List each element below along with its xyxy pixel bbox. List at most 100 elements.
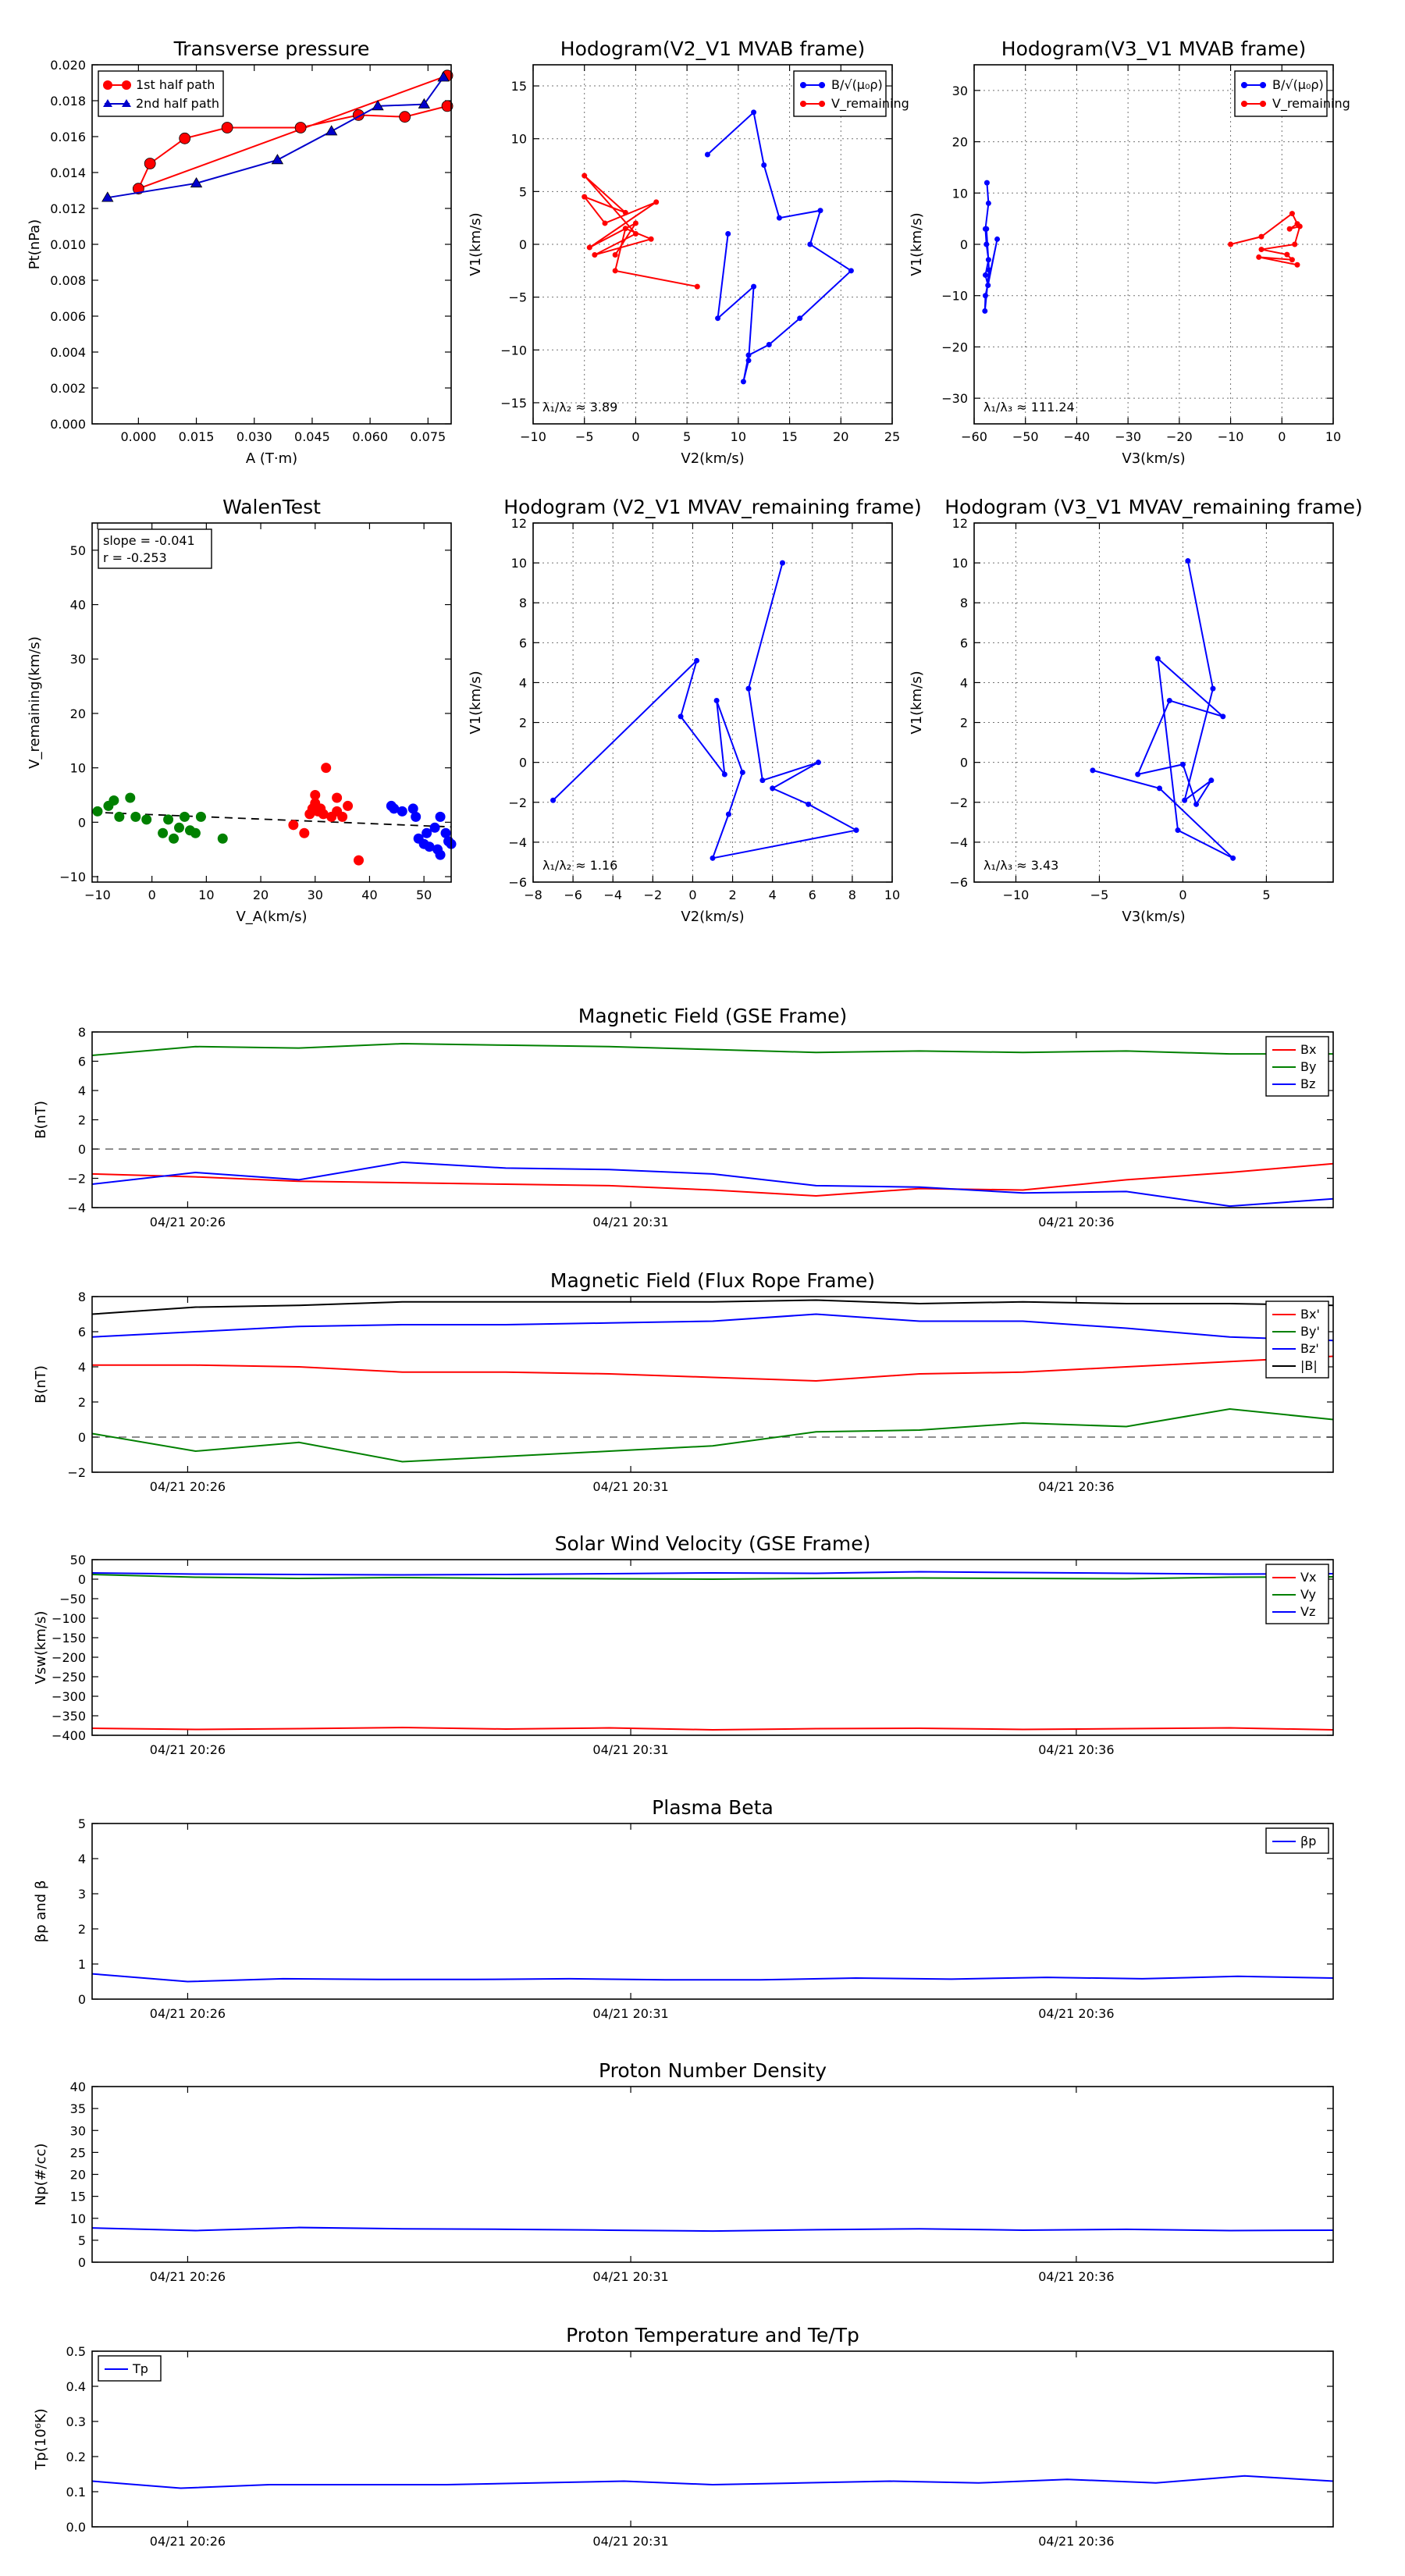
chart-title: Proton Temperature and Te/Tp (566, 2324, 859, 2347)
legend-marker (819, 82, 825, 88)
data-point (984, 180, 990, 186)
x-tick-label: 04/21 20:31 (592, 1479, 668, 1494)
data-point (632, 220, 638, 226)
data-point (354, 855, 365, 866)
legend-label: V_remaining (1272, 96, 1350, 112)
chart-title: Hodogram (V3_V1 MVAV_remaining frame) (944, 496, 1363, 518)
y-tick-label: −50 (59, 1592, 86, 1606)
data-point (582, 173, 588, 179)
y-tick-label: 4 (78, 1852, 86, 1866)
data-point (766, 342, 772, 348)
y-tick-label: 2 (960, 716, 968, 731)
data-point (745, 358, 752, 364)
y-axis-label: Tp(10⁶K) (33, 2408, 49, 2470)
x-tick-label: 0 (148, 888, 156, 902)
y-axis-label: V1(km/s) (909, 212, 925, 276)
series-line-vy (91, 1574, 1334, 1581)
y-tick-label: 15 (70, 2190, 86, 2204)
series-line-bz- (91, 1313, 1334, 1342)
y-tick-label: 1 (78, 1957, 86, 1972)
chart-title: Plasma Beta (652, 1796, 774, 1819)
data-point (806, 801, 812, 807)
x-tick-label: 04/21 20:26 (150, 2534, 226, 2549)
y-tick-label: 5 (78, 1816, 86, 1831)
series-b- (982, 180, 1001, 314)
data-point (288, 820, 299, 831)
legend: Tp (98, 2355, 162, 2382)
chart-magnetic-field-flux-rope: Magnetic Field (Flux Rope Frame) −2 0 2 4 6 8 0… (33, 1269, 1334, 1494)
data-point (190, 177, 203, 188)
plot-frame (532, 64, 893, 425)
x-tick-label: 0 (1179, 888, 1186, 902)
series-v-remaining (1228, 211, 1303, 268)
y-tick-label: −10 (941, 289, 968, 304)
x-tick-label: −10 (1218, 429, 1244, 444)
y-tick-label: −2 (67, 1172, 86, 1187)
data-point (694, 283, 700, 290)
data-point (985, 283, 991, 289)
data-point (725, 230, 731, 237)
annotation-text: slope = -0.041 (103, 533, 195, 548)
data-point (713, 697, 720, 703)
data-point (984, 241, 990, 247)
y-tick-label: 8 (519, 596, 527, 610)
legend: 1st half path 2nd half path (98, 70, 224, 117)
y-tick-label: 0 (960, 237, 968, 252)
data-point (612, 252, 618, 258)
x-tick-label: 04/21 20:36 (1038, 1215, 1114, 1229)
y-tick-label: −4 (508, 835, 527, 850)
x-tick-label: 0 (1278, 429, 1286, 444)
data-point (602, 220, 608, 226)
x-tick-label: 0.030 (237, 429, 272, 444)
legend-marker (103, 99, 112, 107)
plot-frame (973, 64, 1334, 425)
data-point (174, 822, 185, 833)
data-point (1286, 226, 1293, 232)
y-tick-label: 6 (519, 635, 527, 650)
data-point (1258, 233, 1264, 240)
data-point (440, 827, 451, 838)
y-tick-label: 40 (70, 2080, 86, 2094)
y-tick-label: −2 (949, 795, 968, 810)
series-line (1092, 560, 1234, 859)
y-tick-label: 0.002 (50, 381, 86, 396)
y-tick-label: −350 (52, 1709, 86, 1724)
y-tick-label: 0.008 (50, 273, 86, 288)
y-tick-label: 2 (78, 1922, 86, 1937)
plot-frame (973, 522, 1334, 883)
series-hodogram (550, 560, 859, 861)
x-tick-label: 04/21 20:36 (1038, 1742, 1114, 1757)
data-point (550, 797, 557, 803)
data-point (389, 803, 400, 814)
data-point (759, 777, 766, 784)
y-tick-label: 10 (511, 132, 527, 147)
data-point (343, 800, 354, 811)
plot-frame (91, 1559, 1334, 1736)
legend-label: By (1300, 1059, 1316, 1074)
x-tick-label: −10 (1003, 888, 1030, 902)
data-point (1228, 241, 1234, 247)
x-tick-label: 4 (769, 888, 777, 902)
chart-title: Solar Wind Velocity (GSE Frame) (555, 1532, 871, 1555)
series-b- (704, 109, 854, 385)
y-tick-label: 0.1 (66, 2485, 86, 2500)
data-point (739, 769, 745, 775)
data-point (435, 849, 446, 860)
data-point (751, 109, 757, 116)
data-point (130, 811, 141, 822)
data-point (1256, 254, 1262, 260)
x-tick-label: 0 (688, 888, 696, 902)
chart-solar-wind-velocity: Solar Wind Velocity (GSE Frame) −400 −350 −… (33, 1532, 1334, 1757)
chart-title: Hodogram(V3_V1 MVAB frame) (1001, 37, 1306, 60)
data-point (984, 226, 990, 232)
x-tick-label: 04/21 20:36 (1038, 2534, 1114, 2549)
y-tick-label: 10 (70, 2211, 86, 2226)
legend-label: By' (1300, 1324, 1320, 1339)
legend-label: Bz' (1300, 1341, 1319, 1356)
x-tick-label: −20 (1166, 429, 1193, 444)
x-tick-label: 04/21 20:36 (1038, 1479, 1114, 1494)
data-point (1289, 257, 1295, 263)
y-tick-label: 0.3 (66, 2414, 86, 2429)
data-point (715, 315, 721, 322)
y-tick-label: 30 (70, 652, 86, 667)
